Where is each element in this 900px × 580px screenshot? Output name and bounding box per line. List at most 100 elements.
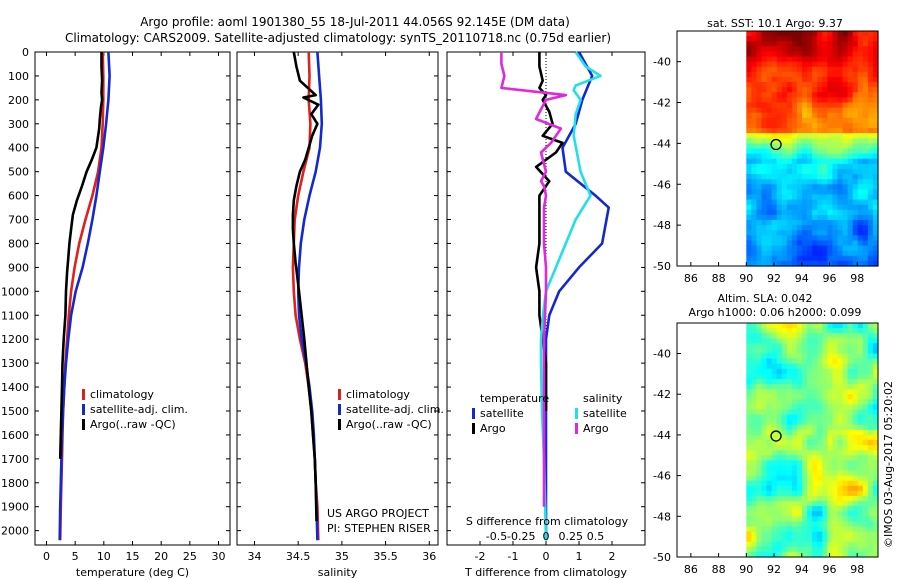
map-cell xyxy=(802,348,808,355)
x-tick-label: 35 xyxy=(335,550,349,563)
map-cell xyxy=(786,220,793,226)
map-cell xyxy=(867,158,874,165)
map-cell xyxy=(812,414,818,421)
map-cell xyxy=(751,343,758,350)
map-cell xyxy=(837,455,844,461)
map-cell xyxy=(832,36,839,42)
map-cell xyxy=(837,526,844,533)
map-cell xyxy=(781,179,788,185)
map-cell xyxy=(857,414,864,421)
x-axis-label: T difference from climatology xyxy=(464,566,627,579)
map-cell xyxy=(832,230,839,236)
map-cell xyxy=(791,102,798,109)
map-cell xyxy=(766,97,773,104)
map-x-tick-label: 86 xyxy=(684,272,698,285)
map-cell xyxy=(867,245,874,252)
map-cell xyxy=(766,82,773,88)
map-cell xyxy=(812,235,818,242)
map-cell xyxy=(872,363,879,370)
map-cell xyxy=(791,485,798,492)
map-cell xyxy=(862,434,869,441)
map-cell xyxy=(786,480,793,487)
map-cell xyxy=(812,495,818,502)
map-cell xyxy=(761,490,768,497)
plot-frame xyxy=(236,51,439,546)
map-cell xyxy=(771,363,778,370)
map-cell xyxy=(761,409,768,416)
map-cell xyxy=(807,46,813,53)
map-x-tick-label: 98 xyxy=(850,272,864,285)
map-cell xyxy=(781,521,788,528)
map-cell xyxy=(796,189,803,196)
map-cell xyxy=(822,429,828,436)
map-cell xyxy=(781,51,788,58)
map-cell xyxy=(862,158,869,165)
map-cell xyxy=(862,460,869,467)
map-cell xyxy=(812,480,818,487)
map-cell xyxy=(852,475,859,482)
map-cell xyxy=(847,511,854,517)
map-cell xyxy=(776,92,783,99)
map-cell xyxy=(802,87,808,93)
map-cell xyxy=(796,153,803,160)
legend-label: climatology xyxy=(90,388,154,401)
map-cell xyxy=(822,333,828,339)
legend-label: satellite xyxy=(583,407,627,420)
map-cell xyxy=(776,440,783,446)
map-cell xyxy=(852,209,859,216)
map-cell xyxy=(766,333,773,339)
map-cell xyxy=(827,546,834,553)
map-cell xyxy=(802,343,808,350)
map-cell xyxy=(751,245,758,252)
map-cell xyxy=(776,546,783,553)
map-cell xyxy=(837,225,844,231)
map-cell xyxy=(862,189,869,196)
map-cell xyxy=(862,333,869,339)
map-cell xyxy=(827,526,834,533)
map-cell xyxy=(852,255,859,262)
map-cell xyxy=(817,419,823,426)
map-cell xyxy=(852,250,859,257)
map-cell xyxy=(817,82,823,88)
map-cell xyxy=(807,71,813,78)
map-cell xyxy=(862,240,869,247)
map-cell xyxy=(827,551,834,558)
map-cell xyxy=(746,353,752,360)
map-cell xyxy=(807,546,813,553)
map-cell xyxy=(857,511,864,517)
map-cell xyxy=(812,148,818,155)
map-cell xyxy=(867,36,874,42)
map-cell xyxy=(781,363,788,370)
map-cell xyxy=(842,235,849,242)
map-cell xyxy=(842,138,849,144)
map-cell xyxy=(812,102,818,109)
map-cell xyxy=(832,368,839,375)
pi-annotation: PI: STEPHEN RISER xyxy=(327,522,431,535)
map-cell xyxy=(771,133,778,139)
map-cell xyxy=(796,424,803,431)
map-cell xyxy=(771,475,778,482)
map-cell xyxy=(771,434,778,441)
map-cell xyxy=(746,220,752,226)
map-cell xyxy=(766,92,773,99)
map-cell xyxy=(802,260,808,267)
map-cell xyxy=(807,323,813,329)
map-cell xyxy=(746,536,752,543)
map-cell xyxy=(761,429,768,436)
map-cell xyxy=(766,31,773,37)
map-cell xyxy=(776,117,783,124)
map-cell xyxy=(766,220,773,226)
y-tick-label: 1800 xyxy=(1,477,29,490)
map-cell xyxy=(817,485,823,492)
map-cell xyxy=(791,323,798,329)
map-cell xyxy=(807,194,813,201)
map-cell xyxy=(802,199,808,206)
map-cell xyxy=(857,440,864,446)
map-cell xyxy=(786,61,793,68)
map-cell xyxy=(786,506,793,512)
map-cell xyxy=(867,112,874,119)
map-cell xyxy=(867,250,874,257)
map-cell xyxy=(862,551,869,558)
y-tick-label: 700 xyxy=(8,214,29,227)
map-cell xyxy=(746,163,752,170)
